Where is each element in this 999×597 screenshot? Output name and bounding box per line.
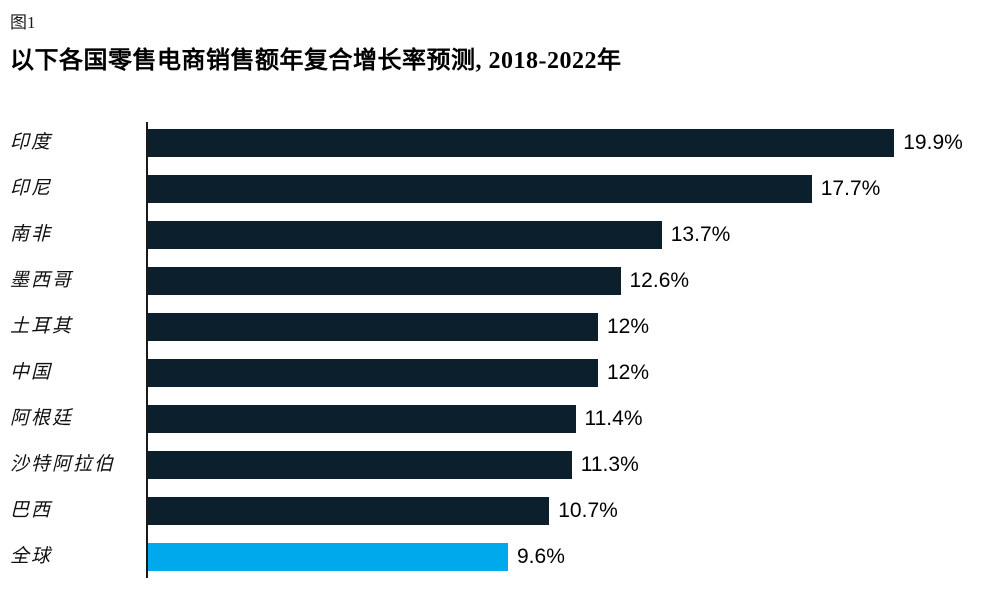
value-label-india: 19.9% [903, 131, 963, 154]
bar-row: 13.7% [148, 221, 963, 249]
value-label-turkey: 12% [607, 315, 650, 338]
bar-row: 19.9% [148, 129, 963, 157]
bar-row: 9.6% [148, 543, 963, 571]
bar-india [148, 129, 895, 157]
bar-indonesia [148, 175, 812, 203]
value-label-mexico: 12.6% [629, 269, 690, 292]
bar-brazil [148, 497, 550, 525]
category-label-south-africa: 南非 [10, 224, 53, 245]
category-label-china: 中国 [10, 362, 53, 383]
category-label-saudi-arabia: 沙特阿拉伯 [10, 454, 116, 475]
bar-row: 17.7% [148, 175, 963, 203]
category-label-indonesia: 印尼 [10, 178, 53, 199]
value-label-brazil: 10.7% [558, 499, 618, 522]
bar-row: 11.4% [148, 405, 963, 433]
chart-title: 以下各国零售电商销售额年复合增长率预测, 2018-2022年 [10, 48, 622, 74]
value-label-argentina: 11.4% [584, 407, 643, 430]
value-label-south-africa: 13.7% [670, 223, 731, 246]
value-label-indonesia: 17.7% [820, 177, 881, 200]
value-label-china: 12% [607, 361, 650, 384]
value-label-saudi-arabia: 11.3% [580, 453, 639, 476]
bar-argentina [148, 405, 576, 433]
bar-global [148, 543, 508, 571]
bar-row: 11.3% [148, 451, 963, 479]
value-label-global: 9.6% [517, 545, 565, 568]
bar-china [148, 359, 598, 387]
category-axis-labels: 印度 印尼 南非 墨西哥 土耳其 中国 阿根廷 沙特阿拉伯 巴西 全球 [10, 129, 142, 589]
bar-south-africa [148, 221, 662, 249]
bar-plot-area: 19.9% 17.7% 13.7% 12.6% 12% 12% 11.4% 1 [148, 129, 963, 589]
bar-row: 12% [148, 313, 963, 341]
bar-mexico [148, 267, 621, 295]
category-label-mexico: 墨西哥 [10, 270, 74, 291]
category-label-global: 全球 [10, 546, 53, 567]
bar-row: 10.7% [148, 497, 963, 525]
y-axis-line [146, 122, 148, 578]
category-label-india: 印度 [10, 132, 53, 153]
category-label-turkey: 土耳其 [10, 316, 74, 337]
bar-row: 12.6% [148, 267, 963, 295]
bar-row: 12% [148, 359, 963, 387]
bar-turkey [148, 313, 598, 341]
category-label-argentina: 阿根廷 [10, 408, 74, 429]
figure-number-label: 图1 [10, 13, 36, 32]
category-label-brazil: 巴西 [10, 500, 53, 521]
bar-saudi-arabia [148, 451, 572, 479]
